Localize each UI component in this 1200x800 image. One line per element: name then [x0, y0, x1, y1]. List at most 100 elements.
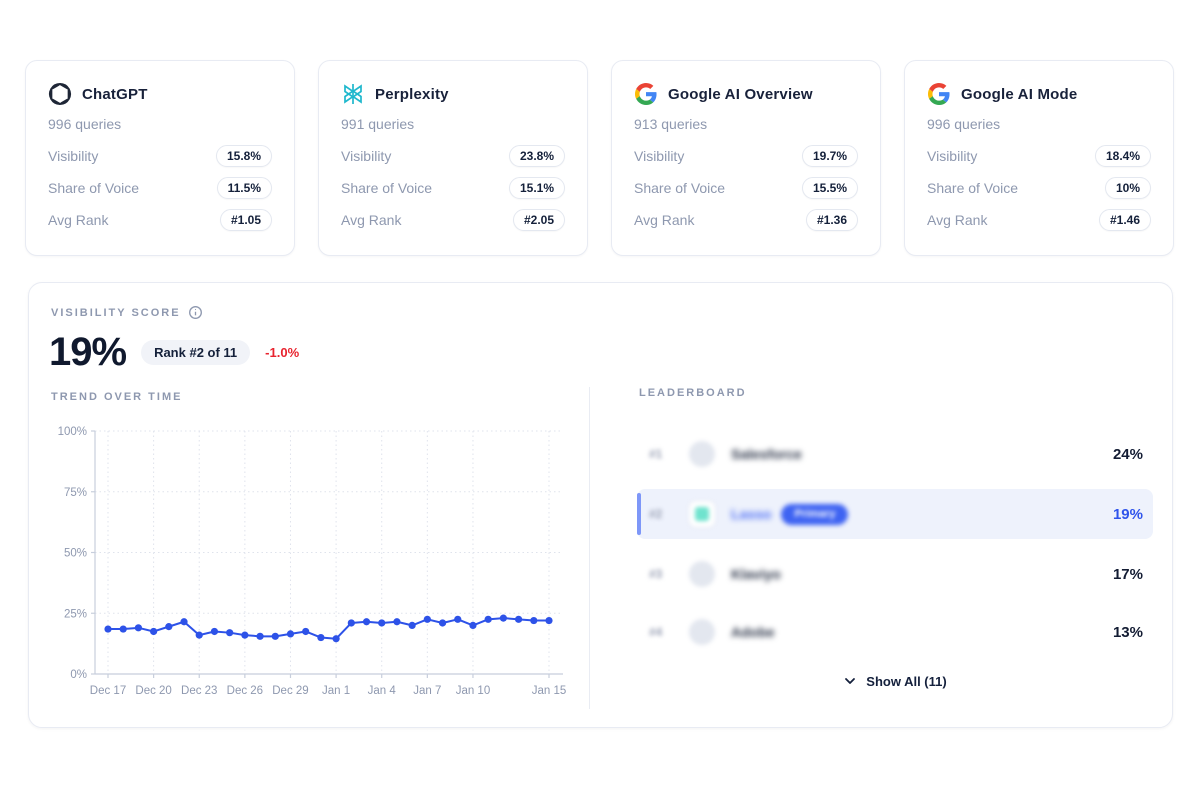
metric-row-share-of-voice: Share of Voice 10%	[927, 176, 1151, 200]
svg-text:Dec 17: Dec 17	[90, 685, 126, 697]
metric-row-share-of-voice: Share of Voice 11.5%	[48, 176, 272, 200]
row-rank: #3	[649, 567, 663, 581]
row-rank: #1	[649, 447, 663, 461]
card-title: ChatGPT	[82, 85, 148, 103]
card-queries: 996 queries	[927, 116, 1001, 132]
platform-card-perplexity: Perplexity 991 queries Visibility 23.8% …	[318, 60, 588, 256]
metric-value-pill: #1.46	[1098, 209, 1151, 231]
metric-label: Avg Rank	[634, 212, 695, 228]
svg-text:75%: 75%	[64, 487, 87, 499]
metric-row-share-of-voice: Share of Voice 15.1%	[341, 176, 565, 200]
metric-label: Avg Rank	[48, 212, 109, 228]
platform-card-google-ai-overview: Google AI Overview 913 queries Visibilit…	[611, 60, 881, 256]
card-header: Google AI Overview	[634, 81, 858, 107]
metric-value-pill: 23.8%	[508, 145, 565, 167]
highlight-bar	[637, 493, 641, 535]
brand-name: Salesforce	[731, 446, 802, 462]
card-title: Google AI Overview	[668, 85, 813, 103]
svg-text:100%: 100%	[58, 426, 87, 438]
metric-value-pill: 19.7%	[801, 145, 858, 167]
metric-row-avg-rank: Avg Rank #1.46	[927, 208, 1151, 232]
brand-name: Adobe	[731, 624, 775, 640]
svg-text:50%: 50%	[64, 548, 87, 560]
metric-label: Visibility	[48, 148, 99, 164]
google-icon	[634, 82, 658, 106]
visibility-value: 24%	[1112, 445, 1143, 463]
metric-value-pill: 15.5%	[801, 177, 858, 199]
metric-label: Share of Voice	[927, 180, 1019, 196]
leaderboard-row[interactable]: #1 Salesforce 24%	[637, 431, 1153, 477]
score-change: -1.0%	[265, 344, 300, 360]
metric-row-share-of-voice: Share of Voice 15.5%	[634, 176, 858, 200]
card-title: Google AI Mode	[961, 85, 1078, 103]
card-title: Perplexity	[375, 85, 449, 103]
google-icon	[927, 82, 951, 106]
metric-row-visibility: Visibility 15.8%	[48, 144, 272, 168]
leaderboard-rows: #1 Salesforce 24% #2 Lasso Primary 19% #…	[637, 431, 1153, 655]
leaderboard: LEADERBOARD #1 Salesforce 24% #2 Lasso P…	[637, 387, 1153, 695]
chatgpt-icon	[48, 82, 72, 106]
visibility-value: 19%	[1112, 505, 1143, 523]
metric-row-visibility: Visibility 23.8%	[341, 144, 565, 168]
metric-label: Share of Voice	[341, 180, 433, 196]
brand-avatar	[689, 561, 715, 587]
metric-label: Visibility	[341, 148, 392, 164]
metric-value-pill: 15.8%	[215, 145, 272, 167]
svg-text:Dec 26: Dec 26	[227, 685, 263, 697]
visibility-value: 13%	[1112, 623, 1143, 641]
brand-name: Klaviyo	[731, 566, 781, 582]
svg-text:Jan 4: Jan 4	[368, 685, 397, 697]
perplexity-icon	[341, 82, 365, 106]
metric-value-pill: 18.4%	[1094, 145, 1151, 167]
metric-label: Visibility	[927, 148, 978, 164]
metric-label: Share of Voice	[634, 180, 726, 196]
panel-title: VISIBILITY SCORE	[51, 306, 181, 319]
metric-row-avg-rank: Avg Rank #1.05	[48, 208, 272, 232]
brand-name: Lasso	[731, 506, 772, 522]
visibility-value: 17%	[1112, 565, 1143, 583]
metric-label: Avg Rank	[341, 212, 402, 228]
panel-divider	[589, 387, 590, 709]
card-queries: 996 queries	[48, 116, 122, 132]
svg-text:Dec 29: Dec 29	[272, 685, 308, 697]
metric-value-pill: #2.05	[512, 209, 565, 231]
metric-value-pill: 10%	[1104, 177, 1151, 199]
trend-over-time-label: TREND OVER TIME	[51, 391, 183, 403]
card-queries: 991 queries	[341, 116, 415, 132]
show-all-label: Show All (11)	[866, 673, 947, 689]
primary-badge: Primary	[781, 503, 849, 525]
svg-text:0%: 0%	[70, 669, 87, 681]
svg-text:Jan 15: Jan 15	[532, 685, 567, 697]
visibility-score-value: 19%	[49, 329, 127, 374]
metric-label: Avg Rank	[927, 212, 988, 228]
metric-row-visibility: Visibility 19.7%	[634, 144, 858, 168]
svg-text:Jan 7: Jan 7	[413, 685, 441, 697]
score-row: 19% Rank #2 of 11 -1.0%	[49, 327, 299, 377]
leaderboard-row[interactable]: #4 Adobe 13%	[637, 609, 1153, 655]
metric-label: Visibility	[634, 148, 685, 164]
info-icon[interactable]	[188, 305, 203, 320]
svg-text:Jan 10: Jan 10	[456, 685, 491, 697]
brand-avatar	[689, 619, 715, 645]
trend-chart: 0% 25% 50% 75% 100% Dec 17 Dec 20 Dec 23 Dec 26 D…	[51, 416, 571, 708]
metric-value-pill: #1.05	[219, 209, 272, 231]
card-queries: 913 queries	[634, 116, 708, 132]
svg-text:Dec 23: Dec 23	[181, 685, 217, 697]
show-all-button[interactable]: Show All (11)	[637, 667, 1153, 695]
card-metrics: Visibility 18.4% Share of Voice 10% Avg …	[927, 144, 1151, 232]
card-header: ChatGPT	[48, 81, 272, 107]
metric-value-pill: 11.5%	[216, 177, 272, 199]
svg-text:25%: 25%	[64, 608, 87, 620]
visibility-score-panel: VISIBILITY SCORE 19% Rank #2 of 11 -1.0%…	[28, 282, 1173, 728]
platform-cards: ChatGPT 996 queries Visibility 15.8% Sha…	[25, 60, 1174, 256]
metric-row-avg-rank: Avg Rank #1.36	[634, 208, 858, 232]
trend-line-chart: 0% 25% 50% 75% 100% Dec 17 Dec 20 Dec 23 Dec 26 D…	[58, 426, 567, 697]
leaderboard-row[interactable]: #3 Klaviyo 17%	[637, 551, 1153, 597]
svg-text:Jan 1: Jan 1	[322, 685, 350, 697]
rank-badge: Rank #2 of 11	[141, 339, 251, 365]
leaderboard-row-highlighted[interactable]: #2 Lasso Primary 19%	[637, 489, 1153, 539]
metric-row-visibility: Visibility 18.4%	[927, 144, 1151, 168]
metric-row-avg-rank: Avg Rank #2.05	[341, 208, 565, 232]
platform-card-google-ai-mode: Google AI Mode 996 queries Visibility 18…	[904, 60, 1174, 256]
